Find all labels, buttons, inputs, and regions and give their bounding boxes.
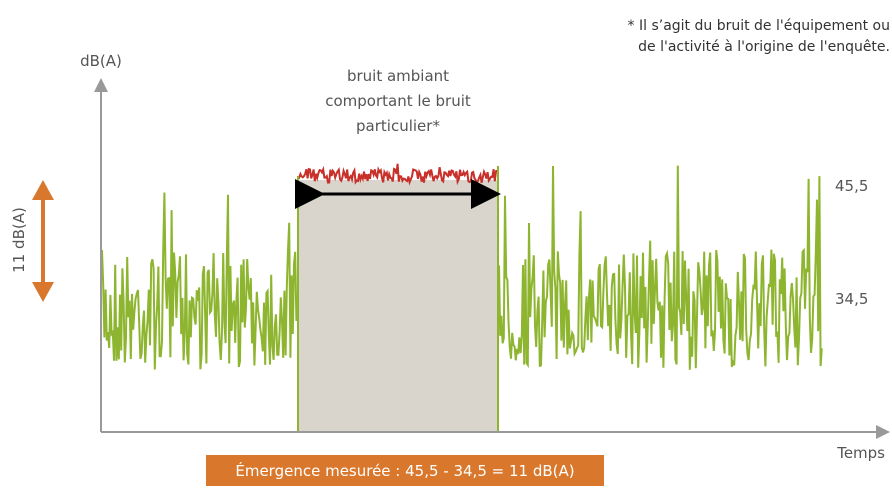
level-high: 45,5 — [835, 177, 868, 195]
y-axis-label: dB(A) — [80, 52, 122, 70]
annotation-line: bruit ambiant — [347, 67, 449, 85]
x-axis-label: Temps — [836, 444, 885, 462]
noise-trace — [498, 165, 823, 370]
measure-zone — [298, 180, 498, 432]
footnote-line: * Il s’agit du bruit de l'équipement ou — [628, 18, 890, 34]
x-axis-arrow — [876, 425, 890, 439]
noise-trace — [297, 163, 498, 186]
annotation-line: particulier* — [356, 117, 440, 135]
noise-signal — [101, 163, 823, 432]
footnote-line: de l'activité à l'origine de l'enquête. — [638, 39, 890, 55]
noise-trace — [101, 192, 298, 370]
result-text: Émergence mesurée : 45,5 - 34,5 = 11 dB(… — [235, 461, 574, 480]
y-axis-arrow — [94, 78, 108, 92]
level-low: 34,5 — [835, 290, 868, 308]
annotation-line: comportant le bruit — [325, 92, 471, 110]
result-box — [206, 455, 604, 486]
difference-label: 11 dB(A) — [10, 207, 28, 273]
